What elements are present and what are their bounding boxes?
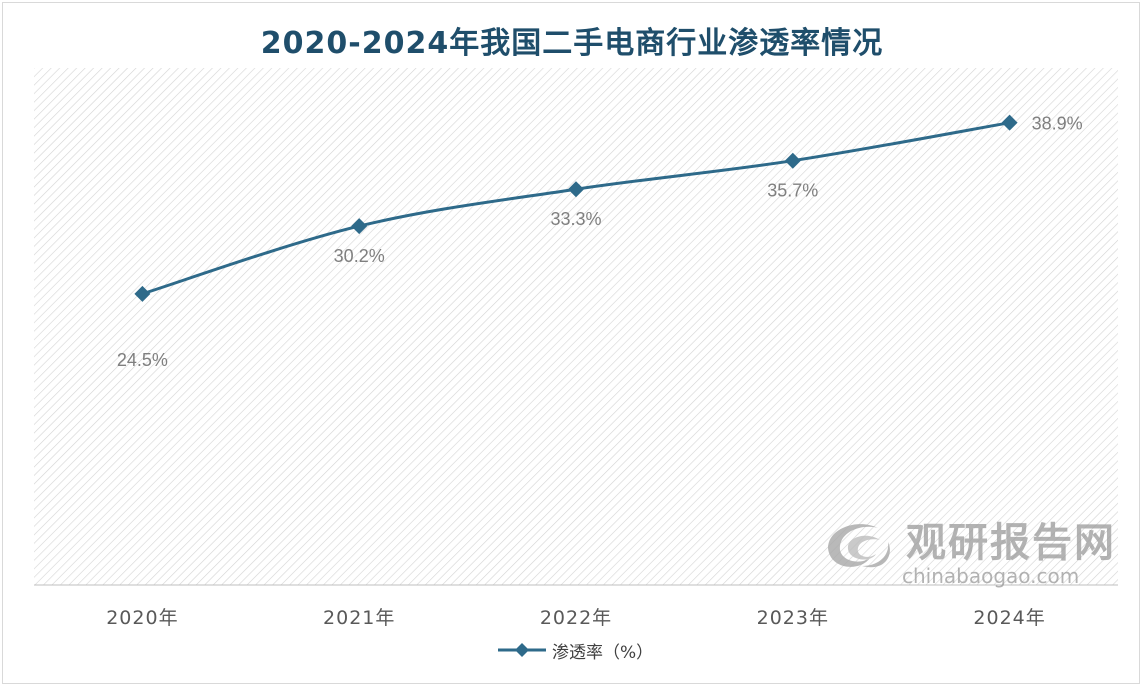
legend: 渗透率（%） bbox=[498, 638, 654, 663]
data-point bbox=[134, 285, 151, 302]
data-point bbox=[568, 181, 584, 198]
data-label: 30.2% bbox=[334, 246, 385, 266]
x-tick-label: 2022年 bbox=[540, 607, 612, 629]
x-tick-label: 2021年 bbox=[323, 607, 395, 629]
plot-area bbox=[34, 68, 1118, 585]
legend-marker-icon bbox=[498, 643, 546, 657]
data-point bbox=[784, 152, 801, 169]
watermark-cn: 观研报告网 bbox=[906, 520, 1116, 566]
swirl-logo-icon bbox=[818, 514, 896, 580]
x-tick-label: 2023年 bbox=[757, 607, 829, 629]
data-label: 35.7% bbox=[767, 181, 818, 201]
data-label: 33.3% bbox=[550, 209, 601, 229]
legend-label: 渗透率（%） bbox=[552, 642, 654, 663]
data-point bbox=[1001, 114, 1018, 131]
data-label: 24.5% bbox=[117, 350, 168, 370]
data-point bbox=[351, 218, 368, 235]
data-label: 38.9% bbox=[1032, 114, 1083, 134]
watermark-en: chinabaogao.com bbox=[902, 564, 1080, 588]
chart-title: 2020-2024年我国二手电商行业渗透率情况 bbox=[260, 26, 884, 61]
x-tick-label: 2024年 bbox=[973, 607, 1045, 629]
x-tick-label: 2020年 bbox=[106, 607, 178, 629]
